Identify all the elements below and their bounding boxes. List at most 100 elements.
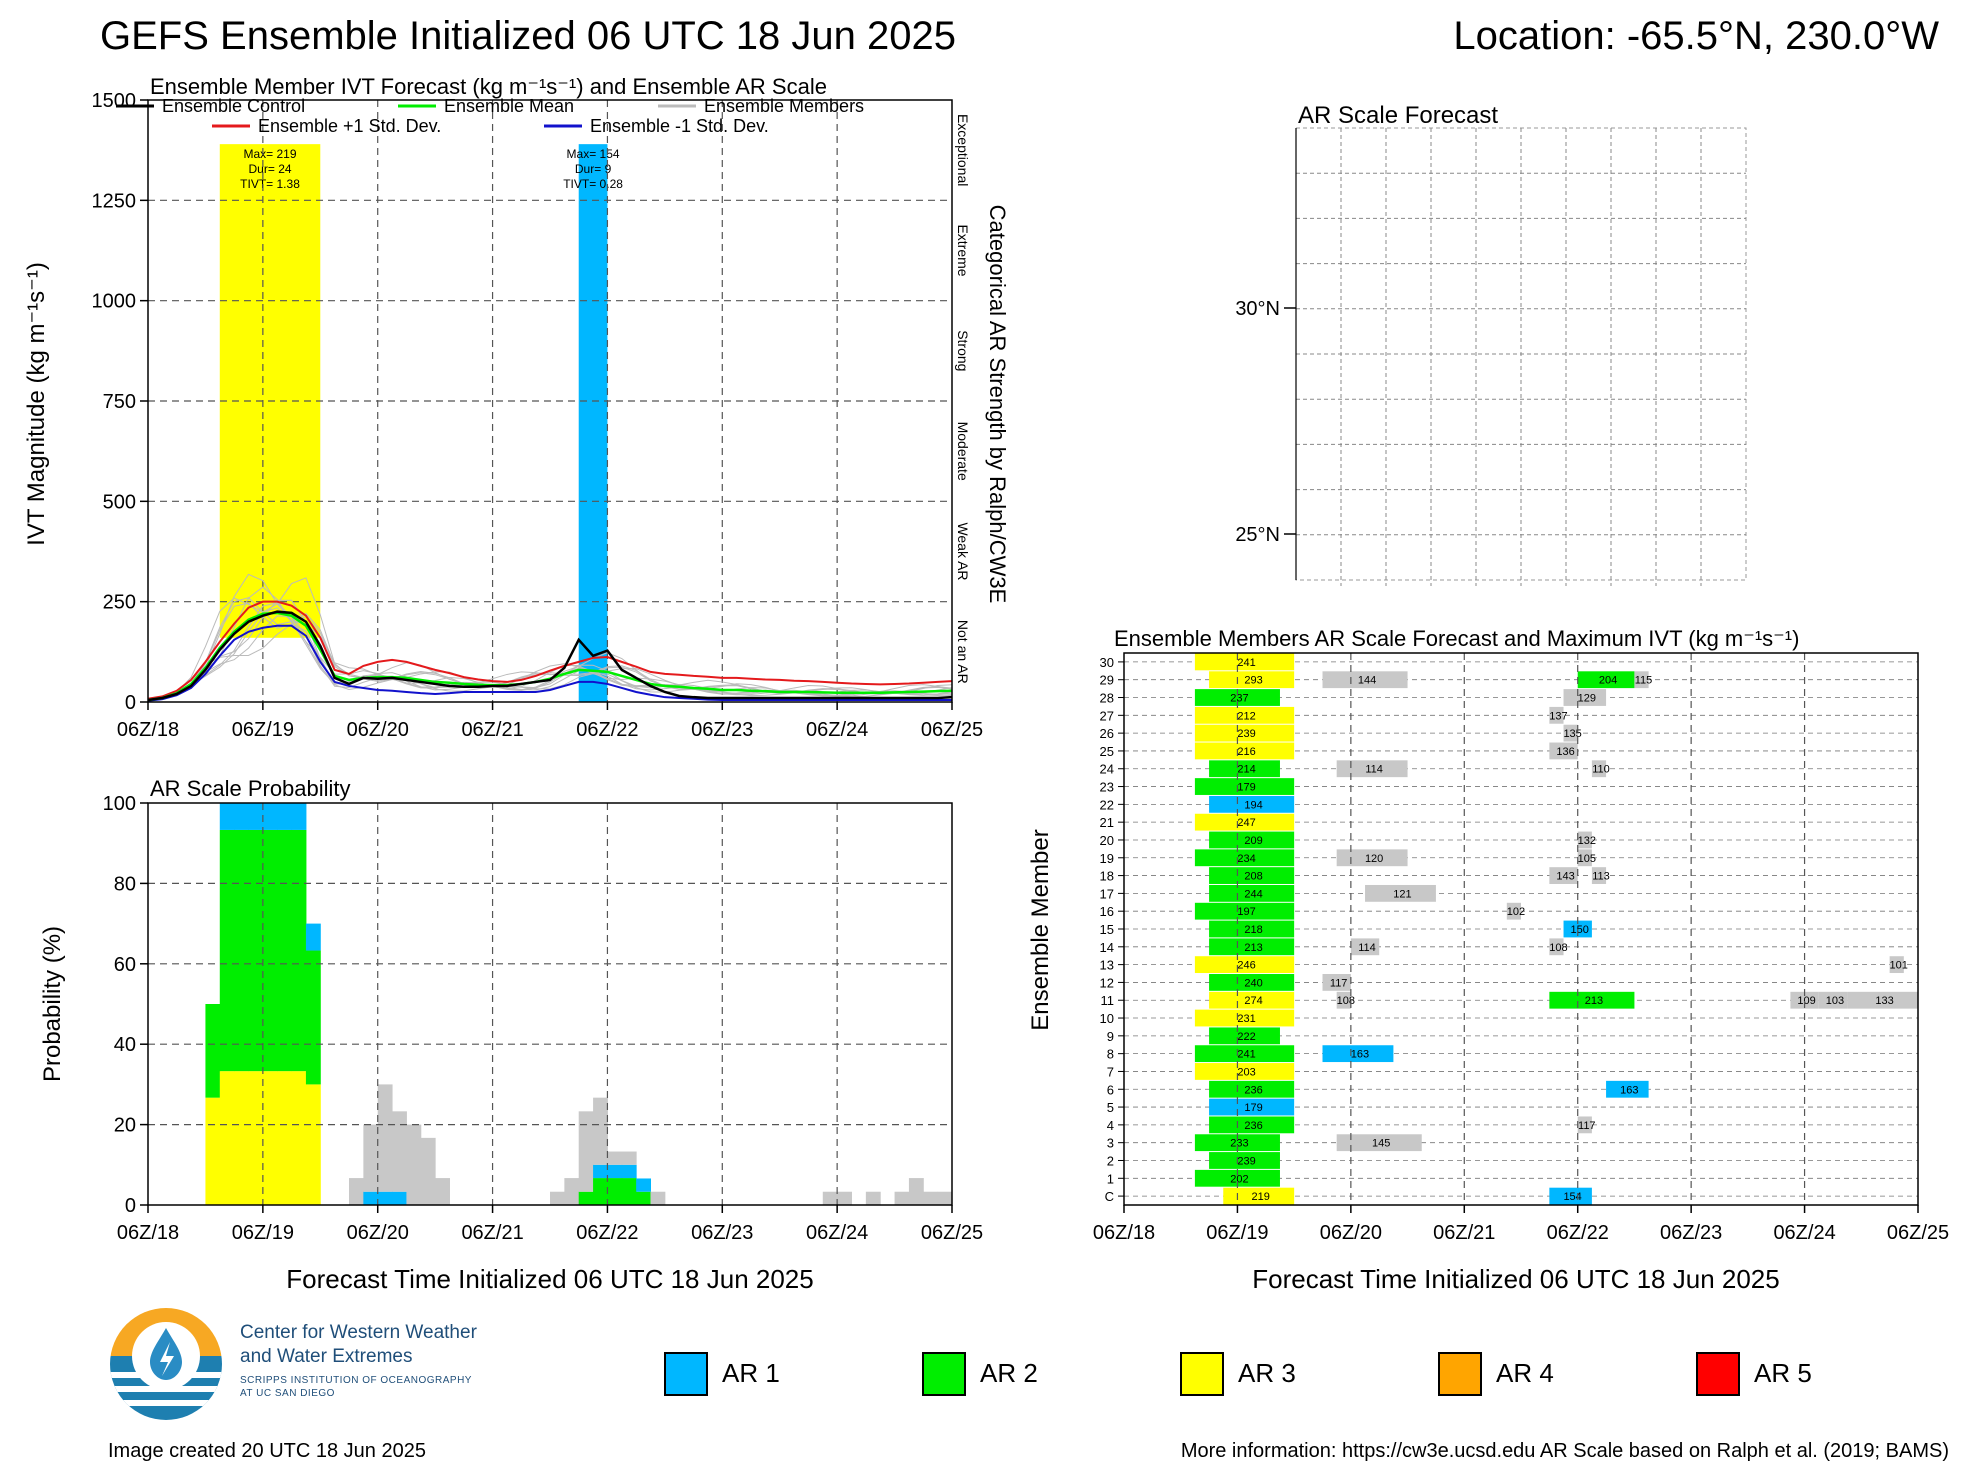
ivt-xtick-label-48: 06Z/20 (347, 719, 409, 741)
member-25-event-1-max: 136 (1556, 746, 1574, 758)
member-6-event-0-max: 236 (1244, 1084, 1262, 1096)
member-9-event-0-max: 222 (1237, 1031, 1255, 1043)
ivt-legend-members-label: Ensemble Members (704, 96, 864, 116)
member-4-event-1-max: 117 (1578, 1120, 1596, 1132)
member-29-event-1-max: 144 (1358, 675, 1376, 687)
prob-xtick-label-144: 06Z/24 (806, 1222, 868, 1244)
member-23-event-0-max: 179 (1237, 782, 1255, 794)
ivt-ar-event-1-label-1: Max= 219 (244, 147, 297, 161)
member-9-event-0 (1209, 1027, 1280, 1045)
ivt-xtick-label-72: 06Z/21 (461, 719, 523, 741)
ivt-ar-event-1 (219, 144, 321, 638)
member-ylabel-7: 7 (1107, 1064, 1114, 1079)
legend-ar1-label: AR 1 (722, 1358, 780, 1388)
prob-bar-45-ar1 (363, 1191, 379, 1205)
member-xtick-label-48: 06Z/20 (1320, 1222, 1382, 1244)
member-24-event-1-max: 114 (1365, 764, 1383, 776)
member-4-event-0-max: 236 (1244, 1120, 1262, 1132)
prob-xlabel: Forecast Time Initialized 06 UTC 18 Jun … (286, 1264, 813, 1294)
member-18-event-1-max: 143 (1556, 871, 1574, 883)
member-18-event-2-max: 113 (1592, 871, 1610, 883)
member-ylabel-4: 4 (1107, 1118, 1114, 1133)
member-26-event-1-max: 135 (1563, 728, 1581, 740)
member-14-event-1 (1350, 938, 1380, 956)
main-title: GEFS Ensemble Initialized 06 UTC 18 Jun … (100, 14, 956, 58)
legend-ar5-label: AR 5 (1754, 1358, 1812, 1388)
member-27-event-0-max: 212 (1237, 710, 1255, 722)
prob-bar-96-ar2 (607, 1178, 623, 1205)
member-ylabel-21: 21 (1100, 815, 1114, 830)
member-27-event-1 (1549, 706, 1564, 724)
member-14-event-0 (1209, 938, 1295, 956)
member-29-event-1 (1322, 671, 1408, 689)
member-11-event-2 (1549, 991, 1635, 1009)
member-8-event-1 (1322, 1045, 1394, 1063)
member-xtick-label-168: 06Z/25 (1887, 1222, 1949, 1244)
legend-ar2-swatch (922, 1352, 966, 1396)
ivt-ytick-label-500: 500 (103, 491, 136, 513)
ivt-ar-event-2 (578, 144, 608, 702)
member-17-event-1 (1365, 884, 1436, 902)
member-ylabel-10: 10 (1100, 1011, 1114, 1026)
member-12-event-0 (1209, 974, 1295, 991)
prob-bar-27-ar1 (277, 803, 293, 830)
ivt-xtick-label-24: 06Z/19 (232, 719, 294, 741)
prob-bar-87-none (564, 1178, 580, 1205)
prob-bar-99-ar1 (621, 1164, 637, 1179)
member-xtick-label-72: 06Z/21 (1433, 1222, 1495, 1244)
member-chart-title: Ensemble Members AR Scale Forecast and M… (1114, 626, 1799, 651)
member-C-event-1-max: 154 (1563, 1191, 1581, 1203)
member-19-event-1 (1336, 849, 1408, 867)
ivt-ar-event-2-label-3: TIVT= 0.28 (563, 177, 623, 191)
prob-bar-54-none (406, 1124, 422, 1205)
member-20-event-1 (1577, 831, 1592, 849)
ivt-category-label-5: Exceptional (955, 114, 971, 186)
prob-bar-93-ar2 (593, 1178, 608, 1205)
logo-text-line1: Center for Western Weather (240, 1322, 477, 1343)
ivt-ar-event-1-label-2: Dur= 24 (249, 162, 292, 176)
member-ylabel-15: 15 (1100, 922, 1114, 937)
map-title: AR Scale Forecast (1298, 102, 1498, 129)
ivt-xtick-label-120: 06Z/23 (691, 719, 753, 741)
ivt-category-label-1: Weak AR (955, 522, 971, 580)
prob-bar-15-ar3 (219, 1071, 235, 1205)
prob-bar-30-ar3 (291, 1071, 307, 1205)
member-C-event-1 (1549, 1187, 1592, 1205)
member-C-event-0-max: 219 (1252, 1191, 1270, 1203)
prob-bar-90-none (578, 1111, 594, 1192)
member-3-event-0-max: 233 (1230, 1138, 1248, 1150)
prob-bar-99-ar2 (621, 1178, 637, 1205)
ivt-legend-mean-label: Ensemble Mean (444, 96, 574, 116)
prob-bar-99-none (621, 1151, 637, 1165)
member-8-event-0-max: 241 (1237, 1049, 1255, 1061)
prob-bar-15-ar1 (219, 803, 235, 830)
member-24-event-1 (1336, 760, 1408, 778)
ivt-legend-control-label: Ensemble Control (162, 96, 305, 116)
member-20-event-0-max: 209 (1244, 835, 1262, 847)
prob-bar-90-ar2 (578, 1191, 594, 1205)
member-ylabel-25: 25 (1100, 744, 1114, 759)
member-10-event-0-max: 231 (1237, 1013, 1255, 1025)
prob-chart-title: AR Scale Probability (150, 776, 351, 801)
ivt-minus-std-line (147, 624, 952, 702)
member-6-event-0 (1209, 1080, 1295, 1098)
member-C-event-0 (1223, 1187, 1295, 1205)
member-19-event-0 (1194, 849, 1295, 867)
prob-xtick-label-120: 06Z/23 (691, 1222, 753, 1244)
logo-text-line3: SCRIPPS INSTITUTION OF OCEANOGRAPHY (240, 1375, 472, 1386)
prob-bar-84-none (550, 1191, 565, 1205)
member-25-event-0 (1194, 742, 1295, 760)
prob-ytick-label-0: 0 (125, 1195, 136, 1217)
member-29-event-3 (1634, 671, 1649, 689)
ivt-member-line-10 (147, 615, 953, 702)
member-11-event-3-max: 109 (1797, 995, 1815, 1007)
prob-bar-18-ar3 (234, 1071, 249, 1205)
member-ylabel-24: 24 (1100, 762, 1114, 777)
member-10-event-0 (1194, 1009, 1295, 1027)
member-18-event-1 (1549, 867, 1578, 884)
member-21-event-0-max: 247 (1237, 817, 1255, 829)
prob-xtick-label-96: 06Z/22 (576, 1222, 638, 1244)
member-1-event-0-max: 202 (1230, 1173, 1248, 1185)
prob-bar-24-ar1 (262, 803, 278, 830)
